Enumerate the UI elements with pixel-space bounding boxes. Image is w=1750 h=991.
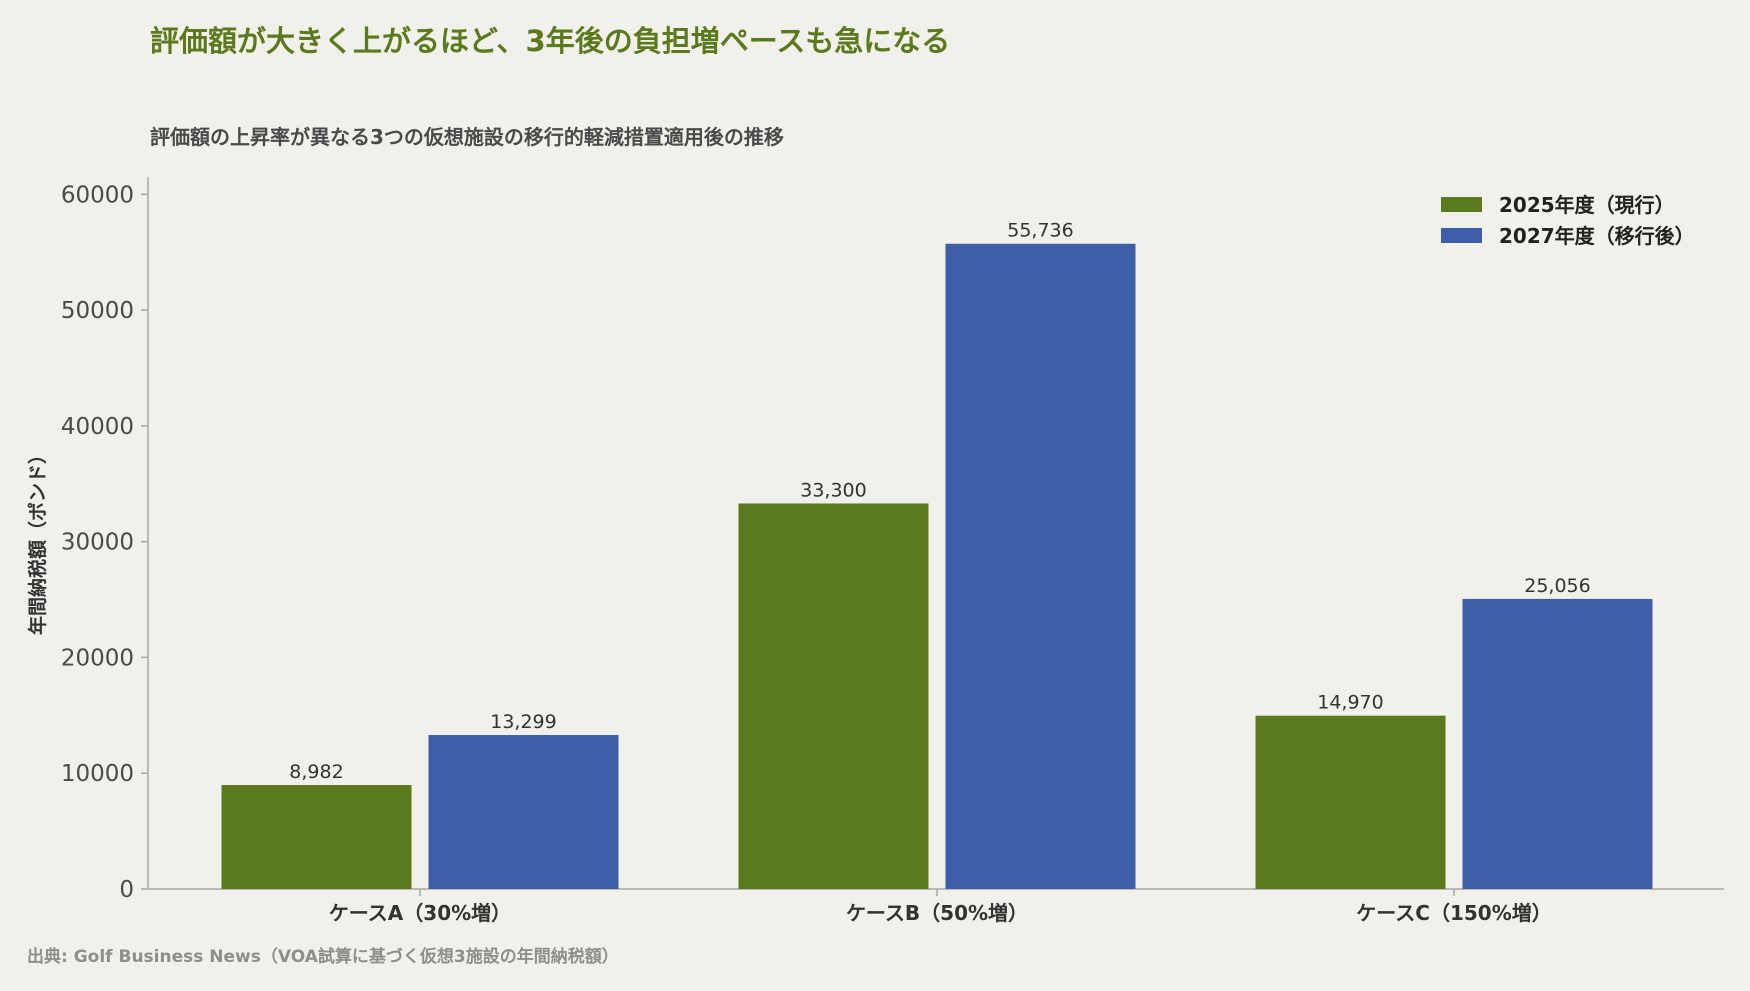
bar (1255, 715, 1446, 889)
y-axis-title: 年間納税額（ポンド） (26, 445, 49, 635)
source-note: 出典: Golf Business News（VOA試算に基づく仮想3施設の年間… (27, 947, 619, 967)
y-tick-label: 10000 (61, 761, 134, 787)
legend-swatch (1441, 228, 1482, 243)
x-tick-label: ケースB（50%増） (846, 901, 1028, 925)
bar-value-label: 25,056 (1524, 575, 1590, 597)
legend-label: 2027年度（移行後） (1499, 224, 1695, 248)
bar (945, 243, 1136, 889)
bar-value-label: 55,736 (1007, 220, 1073, 242)
chart-labels: 8,982 13,299 33,300 55,736 14,970 25,056 (289, 220, 1590, 783)
y-tick-label: 30000 (61, 530, 134, 556)
y-tick-label: 0 (119, 877, 134, 903)
bar-value-label: 33,300 (800, 479, 866, 501)
x-tick-label: ケースC（150%増） (1356, 901, 1551, 925)
bar (221, 785, 412, 889)
chart-bars (221, 243, 1653, 889)
y-tick-label: 20000 (61, 645, 134, 671)
bar-value-label: 8,982 (289, 761, 343, 783)
chart-subtitle: 評価額の上昇率が異なる3つの仮想施設の移行的軽減措置適用後の推移 (150, 125, 784, 149)
x-tick-label: ケースA（30%増） (329, 901, 511, 925)
bar (428, 735, 619, 889)
y-tick-label: 40000 (61, 414, 134, 440)
y-tick-label: 50000 (61, 298, 134, 324)
bar (738, 503, 929, 889)
legend-label: 2025年度（現行） (1499, 193, 1675, 217)
chart-title: 評価額が大きく上がるほど、3年後の負担増ペースも急になる (150, 24, 951, 58)
chart-axes: 0 10000 20000 30000 40000 50000 60000 年間納税額（ポンド… (26, 177, 1724, 925)
chart-legend: 2025年度（現行） 2027年度（移行後） (1441, 193, 1695, 248)
bar-value-label: 14,970 (1317, 692, 1383, 714)
bar (1462, 598, 1653, 889)
bar-value-label: 13,299 (490, 711, 556, 733)
y-tick-label: 60000 (61, 182, 134, 208)
legend-swatch (1441, 197, 1482, 212)
